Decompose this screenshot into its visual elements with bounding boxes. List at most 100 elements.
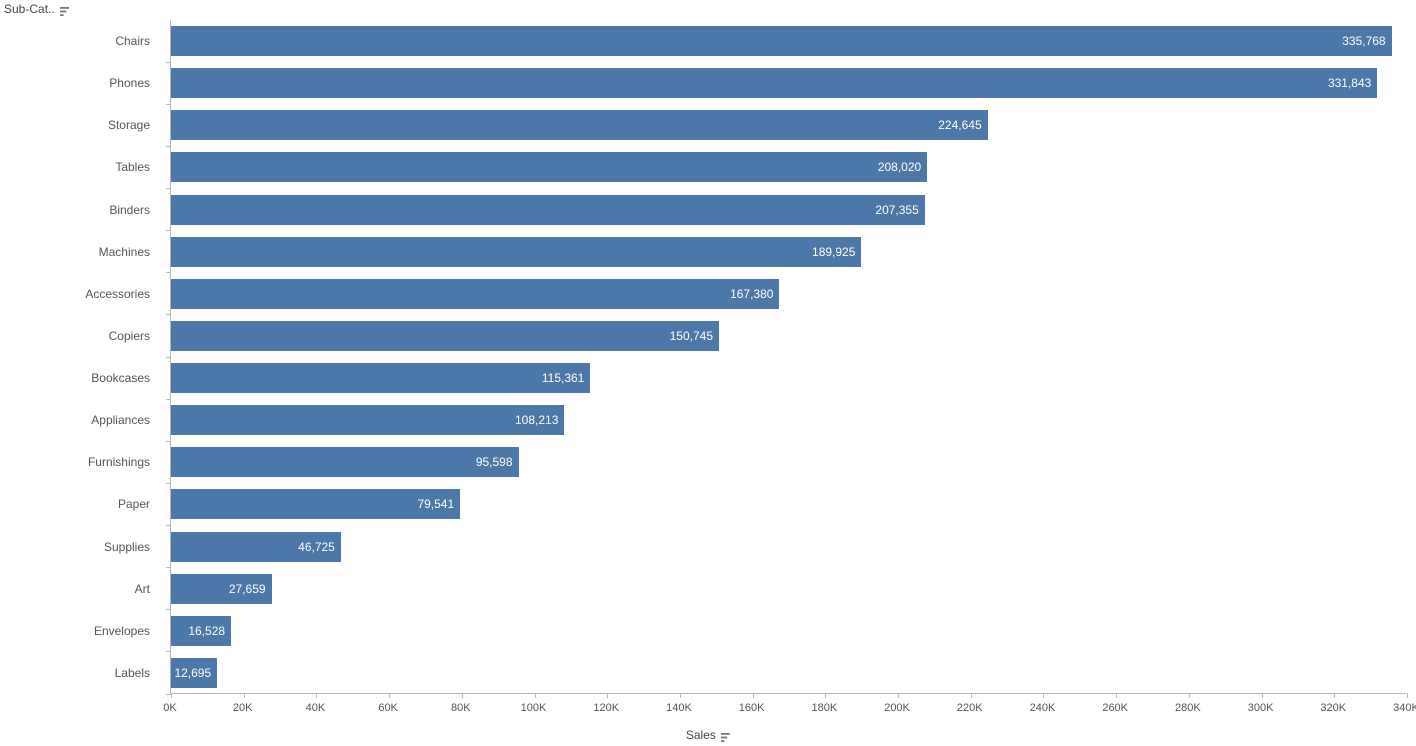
y-tick-line xyxy=(166,483,171,484)
bar[interactable]: 224,645 xyxy=(171,110,988,140)
bar[interactable]: 79,541 xyxy=(171,489,460,519)
bar-value-label: 150,745 xyxy=(670,329,719,343)
bar[interactable]: 12,695 xyxy=(171,658,217,688)
category-label[interactable]: Bookcases xyxy=(0,372,150,384)
x-tick-line xyxy=(1043,693,1044,698)
bar[interactable]: 208,020 xyxy=(171,152,927,182)
bar-value-label: 224,645 xyxy=(938,118,987,132)
x-tick-line xyxy=(898,693,899,698)
x-axis-title[interactable]: Sales xyxy=(686,728,730,742)
x-tick-label: 100K xyxy=(521,702,547,714)
y-tick-line xyxy=(166,357,171,358)
bar[interactable]: 115,361 xyxy=(171,363,590,393)
y-tick-line xyxy=(166,62,171,63)
bar[interactable]: 150,745 xyxy=(171,321,719,351)
x-axis-title-label: Sales xyxy=(686,728,716,742)
category-label[interactable]: Accessories xyxy=(0,288,150,300)
bar-value-label: 12,695 xyxy=(174,666,217,680)
y-axis-header-label: Sub-Cat.. xyxy=(4,2,55,16)
bar-value-label: 108,213 xyxy=(515,413,564,427)
category-labels-column: Chairs Phones Storage Tables Binders Machines… xyxy=(0,20,160,694)
category-label[interactable]: Labels xyxy=(0,667,150,679)
bar[interactable]: 207,355 xyxy=(171,195,925,225)
y-tick-line xyxy=(166,441,171,442)
x-tick-line xyxy=(1334,693,1335,698)
bar-value-label: 189,925 xyxy=(812,245,861,259)
x-tick-label: 200K xyxy=(884,702,910,714)
x-tick-line xyxy=(1189,693,1190,698)
bar[interactable]: 189,925 xyxy=(171,237,861,267)
bar[interactable]: 335,768 xyxy=(171,26,1392,56)
y-axis-header[interactable]: Sub-Cat.. xyxy=(0,2,110,16)
sort-desc-icon xyxy=(721,731,730,740)
y-tick-line xyxy=(166,188,171,189)
y-tick-line xyxy=(166,651,171,652)
bar-value-label: 207,355 xyxy=(875,203,924,217)
x-tick-label: 40K xyxy=(306,702,326,714)
category-label[interactable]: Appliances xyxy=(0,414,150,426)
category-label[interactable]: Copiers xyxy=(0,330,150,342)
bar[interactable]: 16,528 xyxy=(171,616,231,646)
y-tick-line xyxy=(166,567,171,568)
x-tick-line xyxy=(535,693,536,698)
bar-value-label: 79,541 xyxy=(417,497,460,511)
x-tick-label: 160K xyxy=(739,702,765,714)
x-tick-line xyxy=(389,693,390,698)
bar-value-label: 331,843 xyxy=(1328,76,1377,90)
bar-value-label: 115,361 xyxy=(542,371,591,385)
x-tick-label: 220K xyxy=(957,702,983,714)
sales-by-subcategory-chart: Sub-Cat.. Chairs Phones Storage Tables Binde… xyxy=(0,0,1416,746)
x-tick-line xyxy=(825,693,826,698)
x-tick-line xyxy=(462,693,463,698)
category-label[interactable]: Paper xyxy=(0,498,150,510)
bar[interactable]: 167,380 xyxy=(171,279,779,309)
bar-value-label: 95,598 xyxy=(476,455,519,469)
sort-desc-icon xyxy=(60,5,69,14)
x-tick-line xyxy=(1262,693,1263,698)
x-tick-label: 340K xyxy=(1393,702,1416,714)
x-tick-line xyxy=(1116,693,1117,698)
x-tick-label: 240K xyxy=(1030,702,1056,714)
y-tick-line xyxy=(166,104,171,105)
x-tick-line xyxy=(971,693,972,698)
x-tick-label: 60K xyxy=(378,702,398,714)
bar-value-label: 167,380 xyxy=(730,287,779,301)
category-label[interactable]: Phones xyxy=(0,77,150,89)
x-tick-line xyxy=(1407,693,1408,698)
x-tick-line xyxy=(244,693,245,698)
bar[interactable]: 27,659 xyxy=(171,574,272,604)
x-tick-label: 20K xyxy=(233,702,253,714)
y-tick-line xyxy=(166,230,171,231)
plot-area: 335,768 331,843 224,645 208,020 207,355 189,9… xyxy=(170,20,1406,694)
x-tick-label: 120K xyxy=(593,702,619,714)
bar-value-label: 46,725 xyxy=(298,540,341,554)
bar-value-label: 335,768 xyxy=(1342,34,1391,48)
category-label[interactable]: Binders xyxy=(0,204,150,216)
category-label[interactable]: Furnishings xyxy=(0,456,150,468)
x-tick-line xyxy=(316,693,317,698)
bar[interactable]: 108,213 xyxy=(171,405,564,435)
bar[interactable]: 95,598 xyxy=(171,447,519,477)
category-label[interactable]: Machines xyxy=(0,246,150,258)
y-tick-line xyxy=(166,399,171,400)
x-tick-line xyxy=(680,693,681,698)
category-label[interactable]: Art xyxy=(0,583,150,595)
bar[interactable]: 331,843 xyxy=(171,68,1377,98)
category-label[interactable]: Storage xyxy=(0,119,150,131)
y-tick-line xyxy=(166,525,171,526)
y-tick-line xyxy=(166,314,171,315)
x-tick-label: 80K xyxy=(451,702,471,714)
bar-value-label: 16,528 xyxy=(188,624,231,638)
bar-value-label: 27,659 xyxy=(229,582,272,596)
x-tick-line xyxy=(171,693,172,698)
bar-value-label: 208,020 xyxy=(878,160,927,174)
category-label[interactable]: Chairs xyxy=(0,35,150,47)
category-label[interactable]: Tables xyxy=(0,161,150,173)
x-tick-label: 180K xyxy=(811,702,837,714)
x-tick-line xyxy=(607,693,608,698)
y-tick-line xyxy=(166,272,171,273)
category-label[interactable]: Envelopes xyxy=(0,625,150,637)
x-tick-label: 140K xyxy=(666,702,692,714)
bar[interactable]: 46,725 xyxy=(171,532,341,562)
category-label[interactable]: Supplies xyxy=(0,541,150,553)
